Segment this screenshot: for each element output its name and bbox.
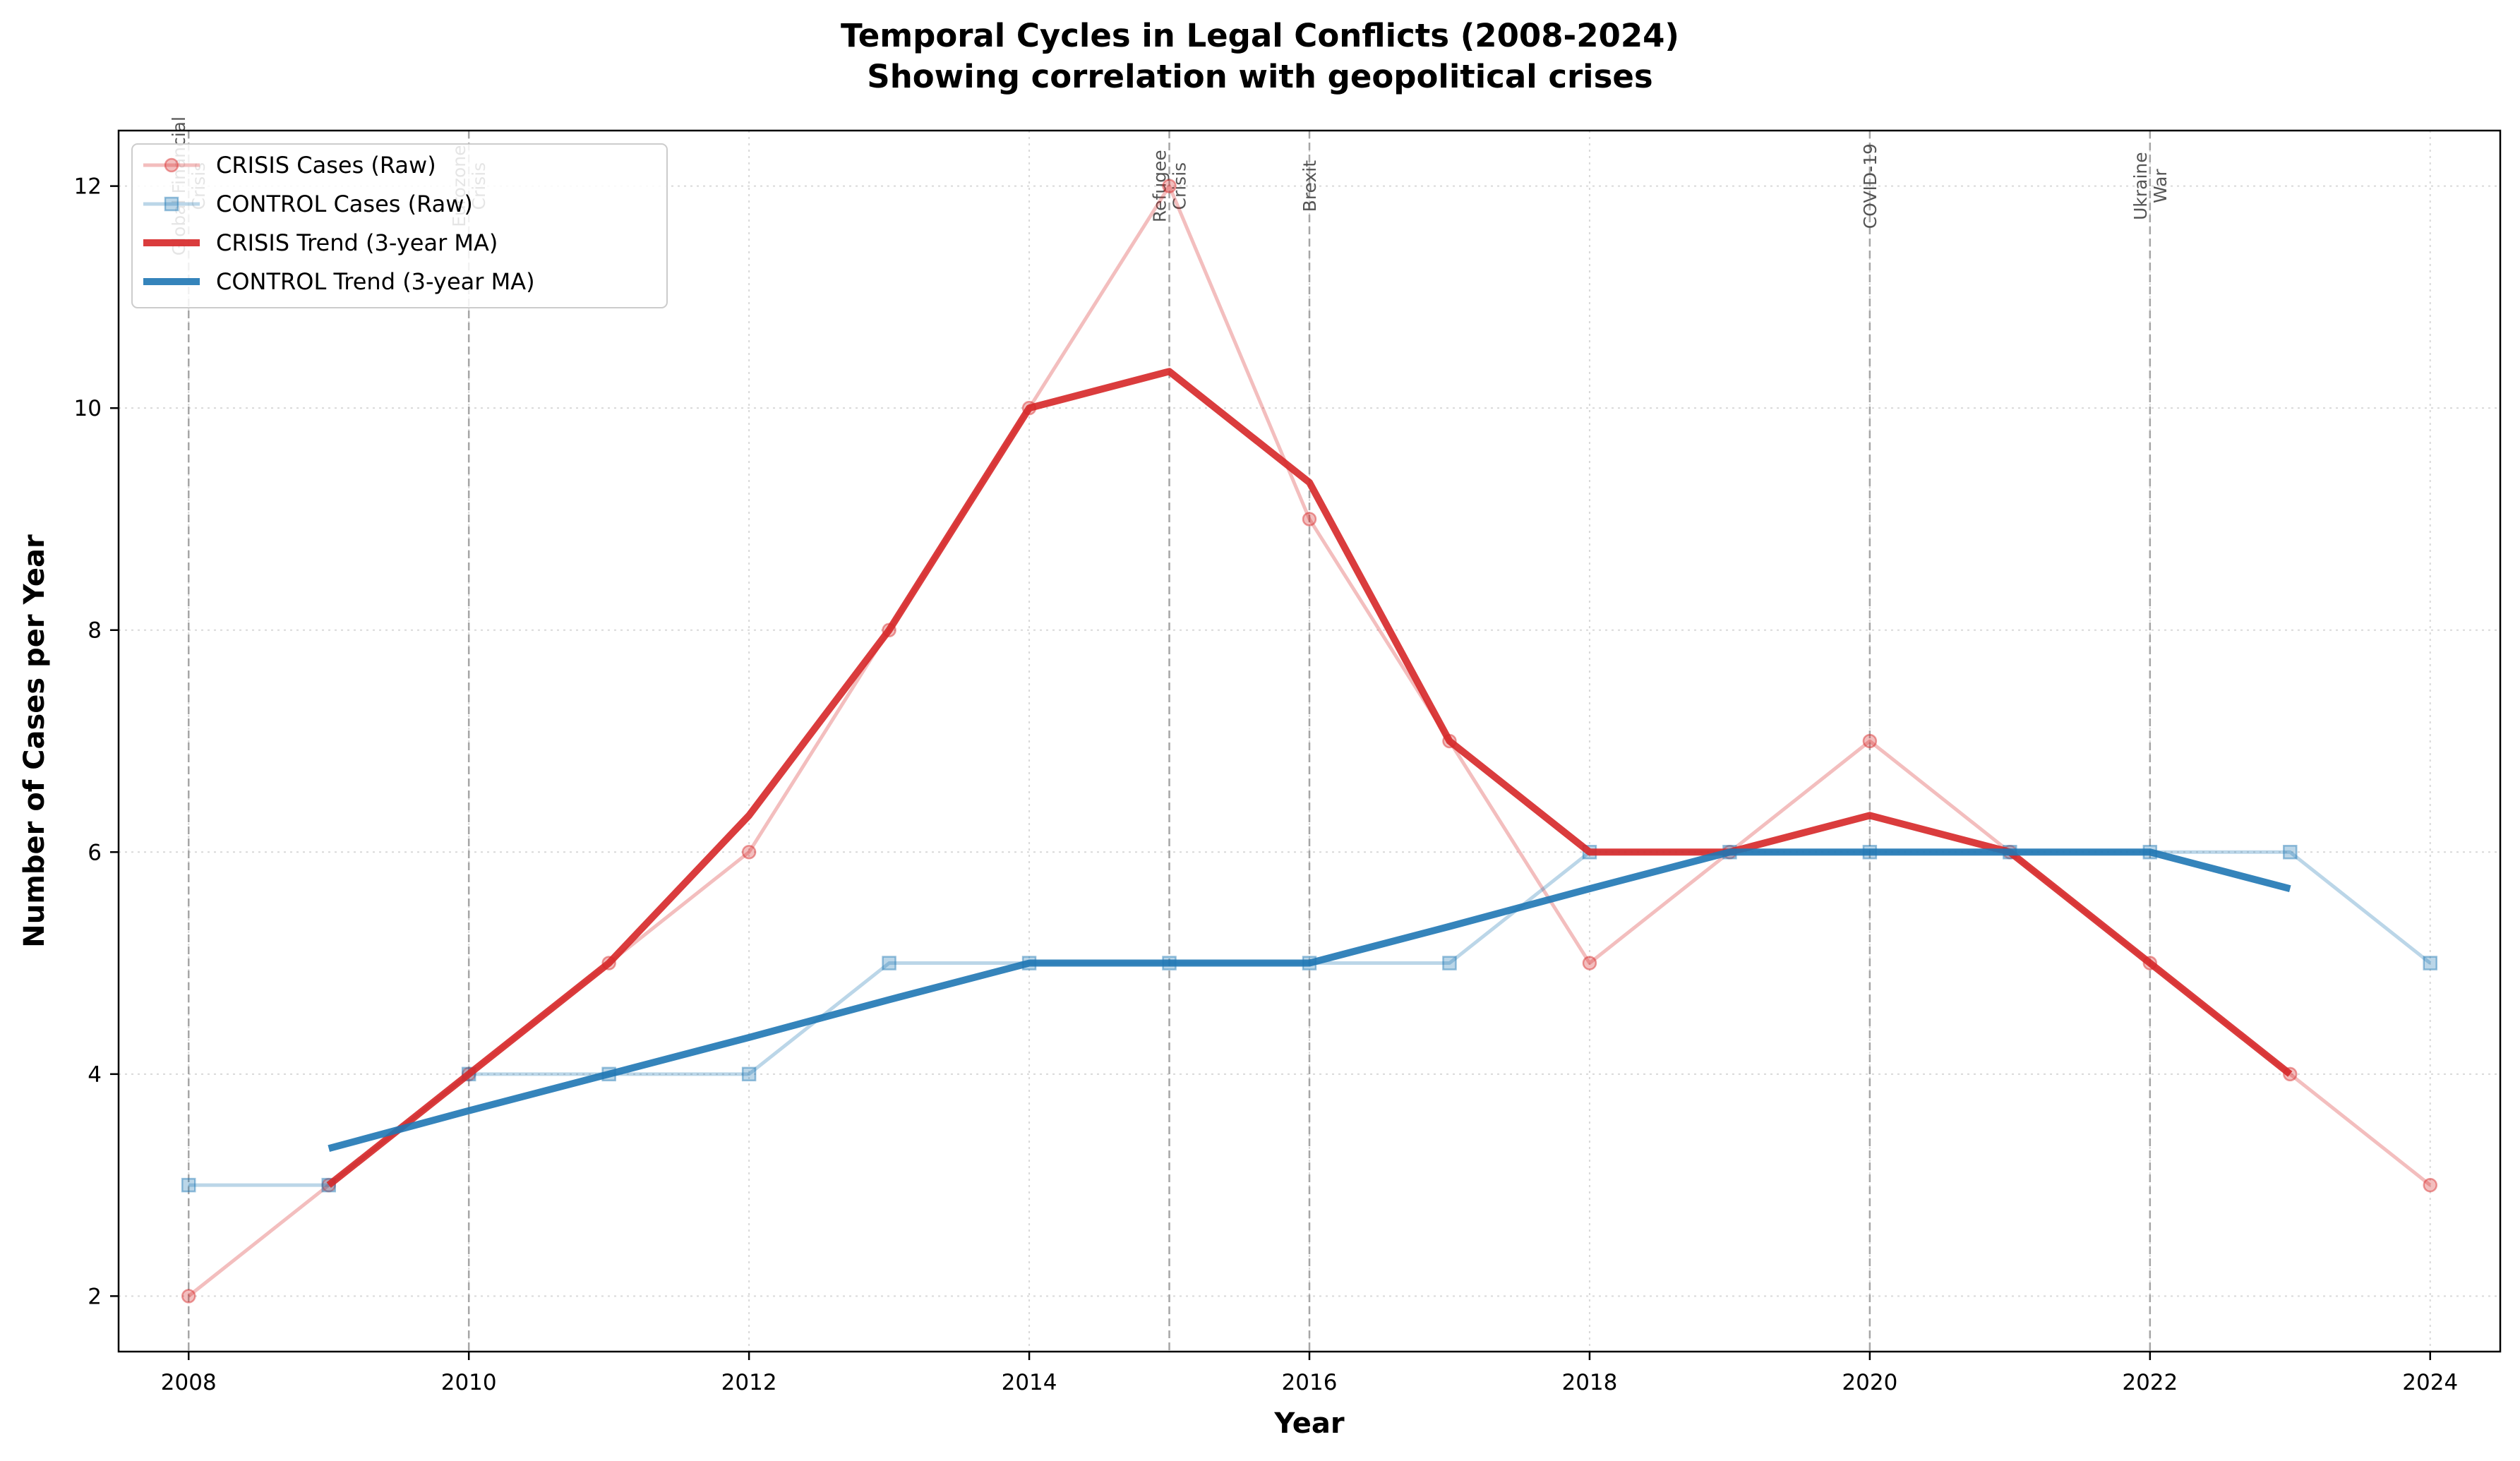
data-point	[2423, 956, 2438, 970]
x-tick-label: 2012	[721, 1370, 777, 1395]
data-point	[741, 1066, 757, 1082]
x-tick-label: 2010	[441, 1370, 497, 1395]
event-markers	[187, 131, 2152, 1352]
y-tick-label: 12	[74, 174, 102, 200]
data-point	[1162, 179, 1177, 193]
legend-label: CRISIS Trend (3-year MA)	[216, 229, 498, 256]
data-point	[1582, 956, 1597, 970]
data-point	[2423, 1177, 2438, 1193]
event-label: Crisis	[1170, 162, 1190, 210]
x-tick-label: 2024	[2402, 1370, 2458, 1395]
y-tick-label: 10	[74, 396, 102, 421]
data-point	[2283, 845, 2298, 860]
data-point	[1442, 956, 1457, 970]
data-point	[1302, 512, 1317, 527]
trend-series-line	[328, 848, 2291, 1153]
event-label: COVID-19	[1860, 143, 1880, 229]
y-ticks: 2 4 6 8 10 12	[74, 174, 119, 1309]
legend-box	[131, 143, 668, 308]
x-tick-label: 2014	[1002, 1370, 1057, 1395]
x-tick-label: 2020	[1842, 1370, 1897, 1395]
legend: CRISIS Cases (Raw) CONTROL Cases (Raw) CRI…	[131, 143, 668, 308]
y-tick-label: 8	[88, 618, 102, 644]
legend-label: CRISIS Cases (Raw)	[216, 152, 436, 179]
data-point	[741, 845, 757, 860]
x-ticks: 2008 2010 2012 2014 2016 2018 2020 2022 2024	[161, 1352, 2458, 1395]
data-point	[882, 956, 896, 970]
data-point	[181, 1289, 196, 1304]
x-tick-label: 2008	[161, 1370, 217, 1395]
x-tick-label: 2016	[1282, 1370, 1338, 1395]
event-label: Ukraine	[2130, 152, 2151, 220]
y-tick-label: 2	[88, 1284, 102, 1309]
x-tick-label: 2022	[2122, 1370, 2178, 1395]
series	[181, 179, 2438, 1304]
legend-marker	[164, 196, 179, 212]
chart-subtitle: Showing correlation with geopolitical cr…	[867, 58, 1652, 95]
y-tick-label: 4	[88, 1062, 102, 1088]
data-point	[181, 1177, 196, 1193]
grid	[119, 131, 2500, 1352]
chart-title: Temporal Cycles in Legal Conflicts (2008…	[841, 17, 1679, 54]
trend-series-line	[326, 368, 2293, 1189]
x-tick-label: 2018	[1561, 1370, 1617, 1395]
y-axis-label: Number of Cases per Year	[18, 534, 51, 948]
event-label: Brexit	[1300, 160, 1320, 212]
legend-label: CONTROL Trend (3-year MA)	[216, 268, 535, 295]
y-tick-label: 6	[88, 840, 102, 865]
event-label: War	[2150, 169, 2171, 203]
x-axis-label: Year	[1273, 1407, 1344, 1440]
data-point	[1862, 733, 1878, 749]
event-label: Refugee	[1150, 150, 1170, 222]
legend-marker	[164, 157, 179, 173]
legend-label: CONTROL Cases (Raw)	[216, 191, 473, 217]
